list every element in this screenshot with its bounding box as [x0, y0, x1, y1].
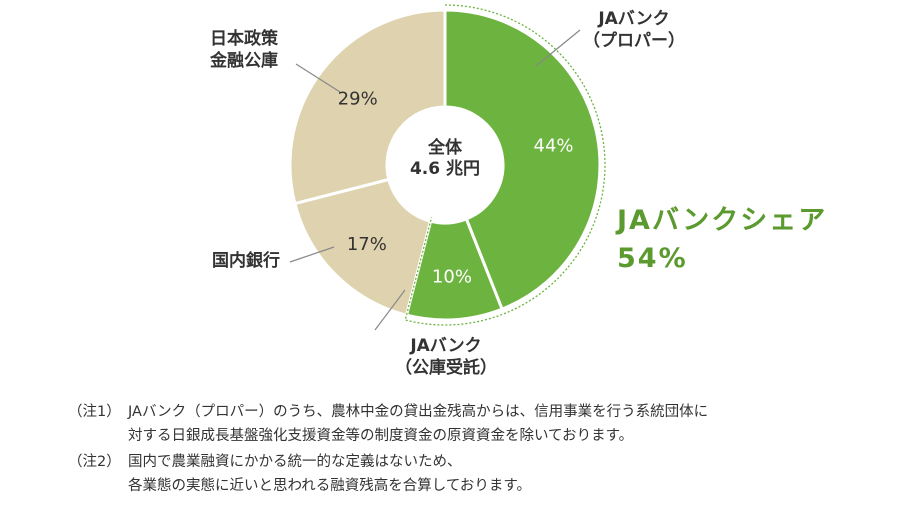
slice-3	[288, 8, 447, 206]
center-total: 4.6 兆円	[409, 159, 481, 179]
ja-share-value: 54%	[617, 243, 688, 274]
footnote-1: （注1） JAバンク（プロパー）のうち、農林中金の貸出金残高からは、信用事業を行…	[68, 400, 868, 448]
leader-line-3	[374, 289, 406, 331]
label-ja-propa-line2: （プロパー）	[583, 31, 685, 51]
leader-line-2	[289, 246, 335, 263]
label-ja-propa-line1: JAバンク	[598, 9, 670, 29]
slice-value-2: 17%	[347, 234, 387, 255]
label-koko-line2: 金融公庫	[210, 51, 278, 71]
label-bank: 国内銀行	[212, 250, 280, 272]
label-koko: 日本政策 金融公庫	[210, 28, 278, 72]
footnote-2-mark: （注2）	[68, 454, 121, 470]
footnote-2-line1: 国内で農業融資にかかる統一的な定義はないため、	[128, 454, 462, 470]
leader-line-0	[535, 29, 581, 67]
slice-value-0: 44%	[534, 135, 574, 156]
label-ja-koko-line2: （公庫受託）	[395, 358, 497, 378]
ja-share-outline	[404, 4, 606, 326]
label-ja-propa: JAバンク （プロパー）	[583, 8, 685, 52]
label-bank-line1: 国内銀行	[212, 251, 280, 271]
slice-value-3: 29%	[338, 88, 378, 109]
ja-share-title: JAバンクシェア	[617, 205, 828, 236]
label-koko-line1: 日本政策	[210, 29, 278, 49]
footnote-1-line2: 対する日銀成長基盤強化支援資金等の制度資金の原資資金を除いております。	[128, 428, 634, 444]
footnote-2-line2: 各業態の実態に近いと思われる融資残高を合算しております。	[128, 478, 531, 494]
footnote-1-mark: （注1）	[68, 404, 121, 420]
slice-value-1: 10%	[432, 266, 472, 287]
label-ja-koko-line1: JAバンク	[410, 336, 482, 356]
footnotes: （注1） JAバンク（プロパー）のうち、農林中金の貸出金残高からは、信用事業を行…	[68, 400, 868, 500]
center-label: 全体	[428, 138, 462, 158]
footnote-2: （注2） 国内で農業融資にかかる統一的な定義はないため、 各業態の実態に近いと思…	[68, 450, 868, 498]
slice-0	[443, 8, 602, 312]
slice-2	[293, 177, 433, 317]
leader-line-1	[295, 63, 341, 93]
label-ja-koko: JAバンク （公庫受託）	[395, 335, 497, 379]
chart-center-total: 全体 4.6 兆円	[395, 138, 495, 180]
footnote-1-line1: JAバンク（プロパー）のうち、農林中金の貸出金残高からは、信用事業を行う系統団体…	[128, 404, 709, 420]
